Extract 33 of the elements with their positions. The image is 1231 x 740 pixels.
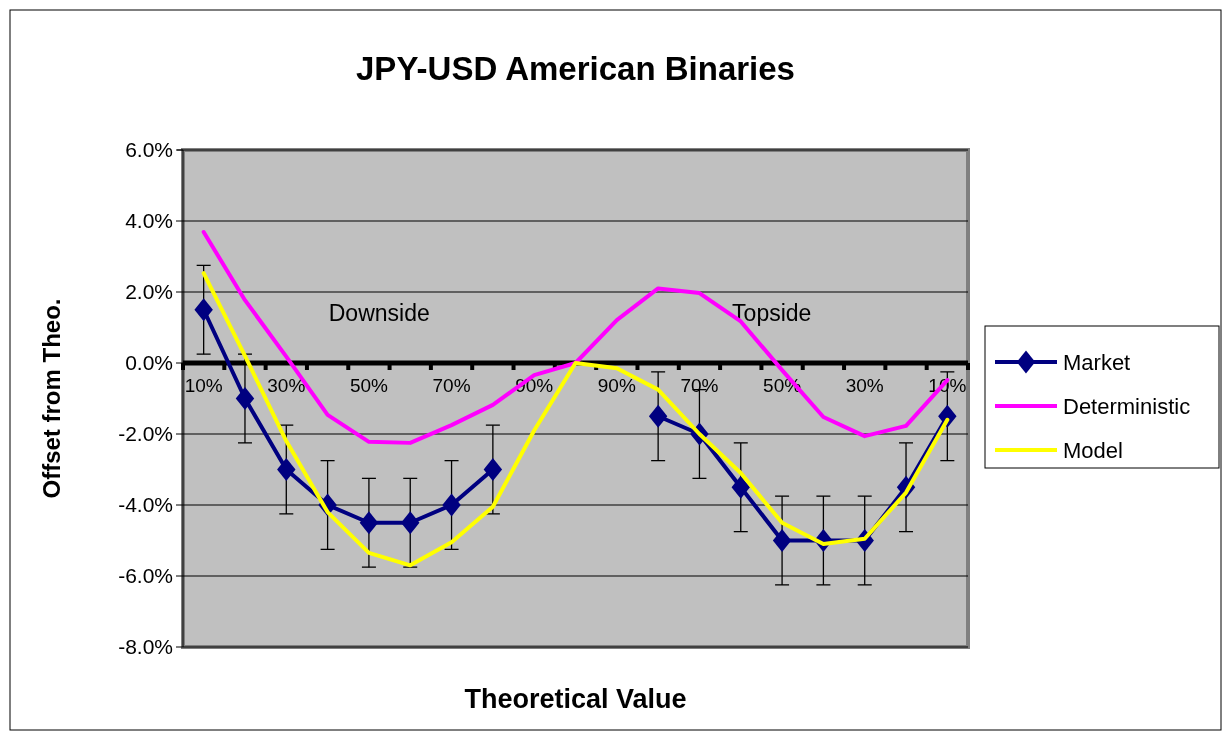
x-tick-label: 30% — [845, 375, 884, 397]
point — [483, 458, 503, 481]
y-tick-label: -6.0% — [118, 564, 173, 588]
point — [772, 529, 792, 552]
annotation: Downside — [328, 300, 430, 327]
point — [194, 298, 213, 322]
point — [359, 511, 379, 535]
y-tick-label: -8.0% — [118, 635, 173, 659]
x-axis-title: Theoretical Value — [464, 684, 687, 714]
point — [442, 493, 461, 517]
legend-label: Deterministic — [1063, 393, 1191, 419]
point — [235, 387, 255, 410]
legend-label: Market — [1063, 349, 1131, 375]
point — [648, 404, 668, 428]
y-tick-label: 6.0% — [125, 138, 173, 162]
point — [277, 458, 296, 481]
x-tick-label: 30% — [267, 375, 306, 397]
point — [731, 475, 750, 499]
y-tick-label: -4.0% — [118, 493, 173, 517]
y-tick-label: -2.0% — [118, 422, 173, 446]
x-tick-label: 70% — [432, 375, 471, 397]
x-tick-label: 50% — [349, 375, 389, 397]
x-tick-label: 70% — [680, 375, 719, 397]
legend-label: Model — [1063, 437, 1123, 463]
x-tick-label: 90% — [597, 375, 636, 397]
x-tick-label: 10% — [184, 375, 223, 397]
y-tick-label: 2.0% — [125, 280, 173, 304]
y-tick-label: 4.0% — [125, 209, 173, 233]
point — [401, 511, 420, 535]
y-axis-title: Offset from Theo. — [38, 298, 65, 499]
y-tick-label: 0.0% — [125, 351, 173, 375]
annotation: Topside — [732, 300, 812, 327]
chart-title: JPY-USD American Binaries — [356, 50, 795, 87]
